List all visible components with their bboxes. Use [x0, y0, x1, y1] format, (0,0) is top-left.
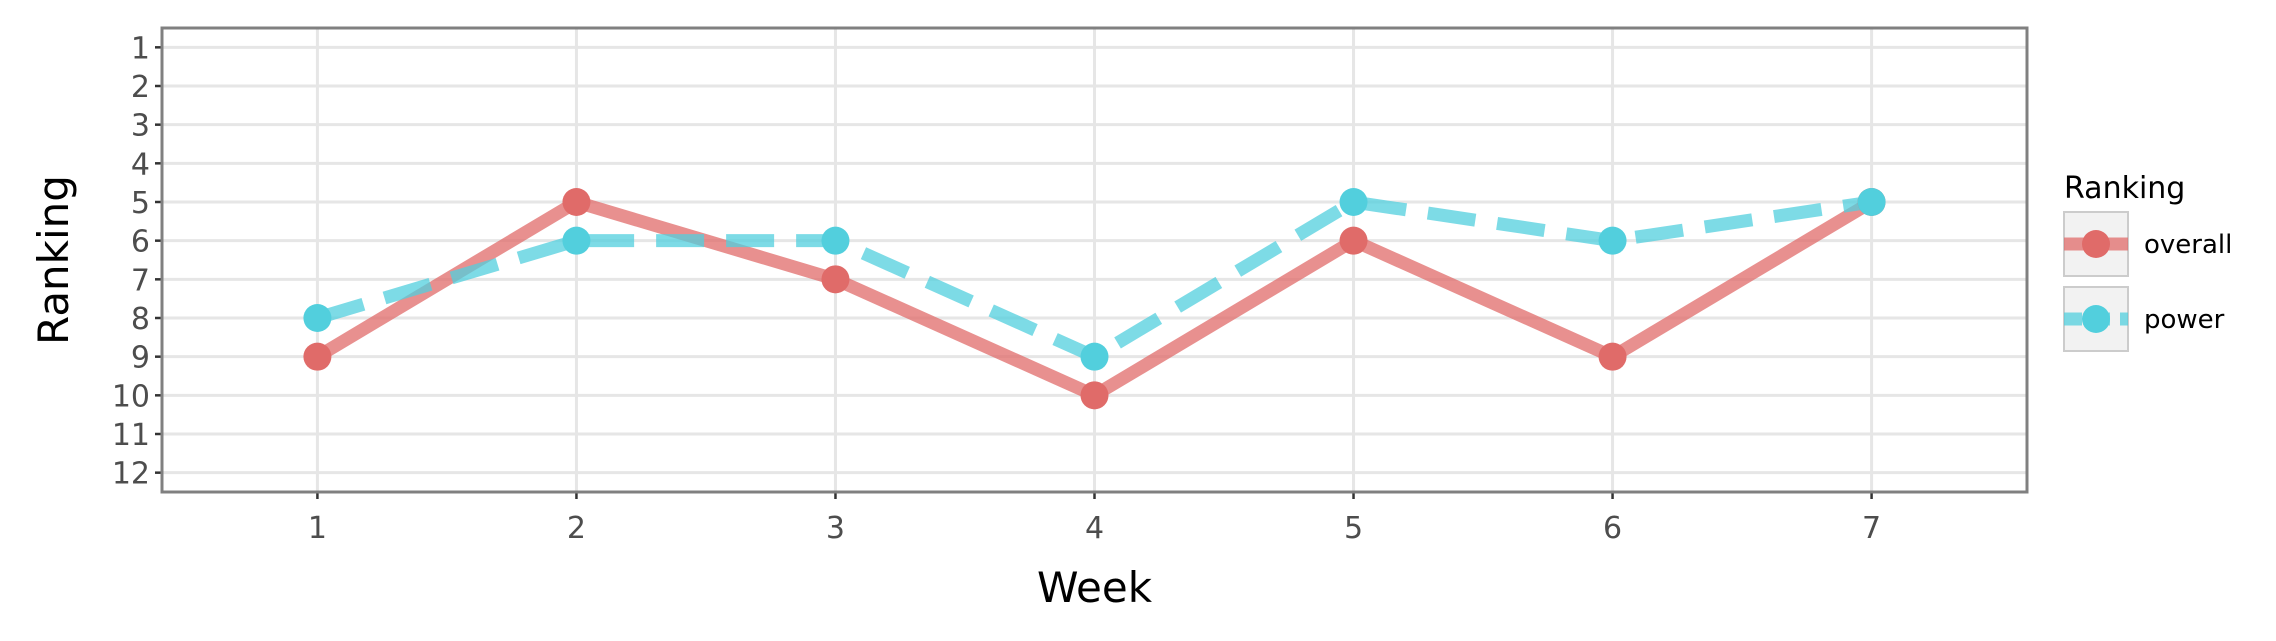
data-point-overall: [1339, 226, 1368, 255]
x-tick-label: 3: [826, 511, 845, 546]
data-point-overall: [1598, 342, 1627, 371]
series-layer: [303, 188, 1886, 410]
y-tick-label: 12: [112, 457, 150, 492]
x-tick-label: 7: [1862, 511, 1881, 546]
data-point-overall: [1080, 381, 1109, 410]
data-point-power: [1598, 226, 1627, 255]
legend: Ranking overall power: [2063, 171, 2232, 352]
y-tick-label: 9: [131, 341, 150, 376]
x-axis-ticks: 1 2 3 4 5 6 7: [308, 492, 1881, 546]
x-axis-title: Week: [1037, 563, 1153, 612]
y-tick-label: 7: [131, 263, 150, 298]
plot-frame: [160, 26, 2029, 494]
x-tick-label: 5: [1344, 511, 1363, 546]
y-tick-label: 8: [131, 302, 150, 337]
data-point-power: [562, 226, 591, 255]
x-tick-label: 4: [1085, 511, 1104, 546]
x-tick-label: 6: [1603, 511, 1622, 546]
legend-title: Ranking: [2064, 171, 2185, 206]
y-tick-label: 11: [112, 418, 150, 453]
legend-key-point: [2082, 230, 2110, 258]
data-point-power: [1339, 188, 1368, 216]
y-tick-label: 6: [131, 225, 150, 260]
y-tick-label: 2: [131, 70, 150, 105]
gridlines: [162, 28, 2027, 492]
x-tick-label: 1: [308, 511, 327, 546]
data-point-overall: [303, 342, 332, 371]
legend-label-power: power: [2144, 305, 2225, 335]
legend-key-point: [2082, 305, 2110, 333]
y-axis-title: Ranking: [29, 175, 78, 345]
data-point-power: [1080, 342, 1109, 371]
y-tick-label: 4: [131, 147, 150, 182]
data-point-overall: [562, 188, 591, 216]
y-tick-label: 5: [131, 186, 150, 221]
data-point-power: [303, 304, 332, 332]
legend-label-overall: overall: [2144, 230, 2232, 260]
data-point-overall: [821, 265, 850, 294]
data-point-power: [1857, 188, 1886, 216]
y-tick-label: 3: [131, 109, 150, 144]
y-tick-label: 1: [131, 31, 150, 66]
data-point-power: [821, 226, 850, 255]
x-tick-label: 2: [567, 511, 586, 546]
y-tick-label: 10: [112, 379, 150, 414]
